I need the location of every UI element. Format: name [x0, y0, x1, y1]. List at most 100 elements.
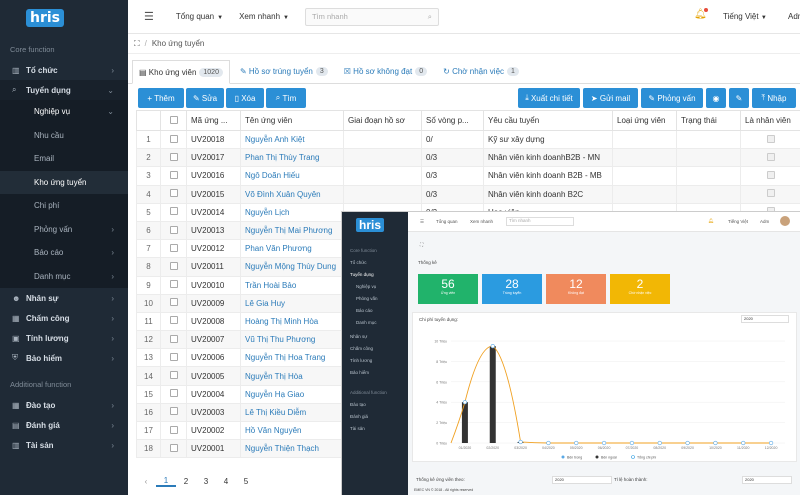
- cell-name[interactable]: Lê Gia Huy: [240, 293, 344, 313]
- cell-name[interactable]: Nguyễn Thị Mai Phương: [240, 220, 344, 241]
- sidebar-item-organization[interactable]: ▥ Tổ chức ›: [0, 60, 128, 80]
- cell-name[interactable]: Nguyễn Mộng Thùy Dung: [240, 257, 344, 277]
- sidebar-item-payroll[interactable]: ▣ Tính lương ›: [0, 328, 128, 348]
- row-select-checkbox[interactable]: [169, 316, 178, 325]
- tab-awaiting-onboard[interactable]: ↻ Chờ nhận việc 1: [437, 59, 525, 83]
- year-select: 2020: [741, 315, 789, 323]
- header-status[interactable]: Trạng thái: [676, 110, 741, 131]
- send-mail-button[interactable]: ➤ Gửi mail: [583, 88, 638, 108]
- header-code[interactable]: Mã ứng ...: [186, 110, 241, 131]
- page-1[interactable]: 1: [156, 476, 176, 487]
- cell-name[interactable]: Nguyễn Thị Hòa: [240, 366, 344, 386]
- sidebar-item-training[interactable]: ▦ Đào tạo ›: [0, 395, 128, 415]
- interview-button[interactable]: ✎ Phỏng vấn: [641, 88, 703, 108]
- submenu-item-email[interactable]: Email: [34, 154, 55, 164]
- page-2[interactable]: 2: [183, 476, 189, 486]
- cell-name[interactable]: Phan Văn Phương: [240, 239, 344, 259]
- submenu-item-interview[interactable]: Phỏng vấn ›: [0, 218, 128, 242]
- tab-passed[interactable]: ✎ Hồ sơ trúng tuyển 3: [234, 59, 334, 83]
- add-button[interactable]: + Thêm: [138, 88, 184, 108]
- logo[interactable]: hris: [0, 0, 128, 36]
- cell-name[interactable]: Nguyễn Thiện Thạch: [240, 439, 344, 459]
- row-select-checkbox[interactable]: [169, 170, 178, 179]
- row-select-checkbox[interactable]: [169, 207, 178, 216]
- submenu-item-report[interactable]: Báo cáo ›: [0, 241, 128, 265]
- cell-name[interactable]: Nguyễn Hạ Giao: [240, 384, 344, 404]
- quick-search[interactable]: Tìm nhanh ⌕: [304, 7, 439, 26]
- row-select-checkbox[interactable]: [169, 371, 178, 380]
- row-select-checkbox[interactable]: [169, 243, 178, 252]
- row-select-checkbox[interactable]: [169, 425, 178, 434]
- cell-name[interactable]: Lê Thị Kiều Diễm: [240, 402, 344, 423]
- sidebar-item-timekeeping[interactable]: ▦ Chấm công ›: [0, 308, 128, 328]
- edit-button[interactable]: ✎ Sửa: [186, 88, 224, 108]
- submenu-item-catalog[interactable]: Danh mục ›: [0, 265, 128, 289]
- cell-name[interactable]: Ngô Doãn Hiếu: [240, 166, 344, 186]
- row-select-checkbox[interactable]: [169, 280, 178, 289]
- row-select-checkbox[interactable]: [169, 334, 178, 343]
- header-rounds[interactable]: Số vòng p...: [421, 110, 484, 131]
- table-row[interactable]: 1 UV20018 Nguyễn Anh Kiệt 0/Kỹ sư xây dựng: [136, 129, 800, 150]
- cell-name[interactable]: Võ Đình Xuân Quyên: [240, 184, 344, 204]
- submenu-item-cost[interactable]: Chi phí: [34, 201, 60, 211]
- header-is-employee[interactable]: Là nhân viên: [740, 110, 800, 131]
- sidebar-item-insurance[interactable]: ⛨ Bảo hiểm ›: [0, 348, 128, 368]
- submenu-header[interactable]: Nghiệp vụ ⌄: [0, 100, 128, 124]
- page-3[interactable]: 3: [203, 476, 209, 486]
- cell-name[interactable]: Nguyễn Thị Hoa Trang: [240, 348, 344, 368]
- row-select-checkbox[interactable]: [169, 298, 178, 307]
- submenu-item-needs[interactable]: Nhu cầu: [34, 130, 64, 140]
- menu-quick-view[interactable]: Xem nhanh ▼: [239, 12, 289, 21]
- language-selector[interactable]: Tiếng Việt ▼: [723, 12, 767, 21]
- bell-icon[interactable]: 🔔︎: [694, 9, 707, 20]
- header-requirement[interactable]: Yêu cầu tuyển: [483, 110, 613, 131]
- import-button[interactable]: ⤒ Nhập: [752, 88, 796, 108]
- table-row[interactable]: 2 UV20017 Phan Thị Thùy Trang 0/3 Nhân viên …: [136, 148, 800, 168]
- row-select-checkbox[interactable]: [169, 134, 178, 143]
- header-type[interactable]: Loại ứng viên: [612, 110, 677, 131]
- cell-name[interactable]: Hoàng Thị Minh Hòa: [240, 311, 344, 332]
- view-button[interactable]: ◉: [706, 88, 726, 108]
- row-select-checkbox[interactable]: [169, 261, 178, 270]
- sidebar-item-recruitment[interactable]: ⌕ Tuyển dụng ⌄: [0, 80, 128, 100]
- table-row[interactable]: 4 UV20015 Võ Đình Xuân Quyên 0/3 Nhân viên k…: [136, 184, 800, 204]
- delete-button[interactable]: ▯ Xóa: [226, 88, 264, 108]
- table-row[interactable]: 3 UV20016 Ngô Doãn Hiếu 0/3 Nhân viên kinh d…: [136, 166, 800, 186]
- menu-toggle-icon[interactable]: ☰: [144, 11, 154, 23]
- row-select-checkbox[interactable]: [169, 352, 178, 361]
- user-menu[interactable]: Adm: [788, 12, 800, 21]
- sidebar-item-label: Đào tạo: [26, 400, 56, 410]
- page-4[interactable]: 4: [223, 476, 229, 486]
- cell-name[interactable]: Phan Thị Thùy Trang: [240, 148, 344, 168]
- row-select-checkbox[interactable]: [169, 189, 178, 198]
- row-select-checkbox[interactable]: [169, 389, 178, 398]
- note-button[interactable]: ✎: [729, 88, 749, 108]
- sidebar-item-evaluation[interactable]: ▤ Đánh giá ›: [0, 415, 128, 435]
- row-select-checkbox[interactable]: [169, 443, 178, 452]
- tab-candidate-pool[interactable]: ▤ Kho ứng viên 1020: [132, 60, 230, 84]
- header-select-all[interactable]: [160, 110, 187, 131]
- row-select-checkbox[interactable]: [169, 152, 178, 161]
- page-5[interactable]: 5: [243, 476, 249, 486]
- cell-name[interactable]: Nguyễn Lịch: [240, 202, 344, 222]
- search-button[interactable]: ⌕ Tìm: [266, 88, 306, 108]
- cell-name[interactable]: Vũ Thị Thu Phương: [240, 330, 344, 350]
- row-select-checkbox[interactable]: [169, 407, 178, 416]
- header-stage[interactable]: Giai đoạn hồ sơ: [343, 110, 422, 131]
- menu-overview[interactable]: Tổng quan ▼: [176, 12, 223, 21]
- header-name[interactable]: Tên ứng viên: [240, 110, 344, 131]
- cell-name[interactable]: Nguyễn Anh Kiệt: [240, 129, 344, 150]
- tab-failed[interactable]: ☒ Hồ sơ không đạt 0: [338, 59, 433, 83]
- sidebar-item-assets[interactable]: ▥ Tài sản ›: [0, 435, 128, 455]
- row-checkbox: [160, 220, 187, 241]
- select-all-checkbox[interactable]: [169, 115, 178, 124]
- cell-name[interactable]: Hồ Văn Nguyên: [240, 420, 344, 441]
- search-icon[interactable]: ⌕: [427, 11, 432, 21]
- export-detail-button[interactable]: ⤓ Xuất chi tiết: [518, 88, 580, 108]
- sitemap-icon[interactable]: ⛶: [134, 38, 140, 48]
- prev-page-button[interactable]: ‹: [144, 476, 148, 486]
- sidebar-item-personnel[interactable]: ☻ Nhân sự ›: [0, 288, 128, 308]
- submenu-item-candidate-pool[interactable]: Kho ứng tuyển: [0, 170, 128, 194]
- cell-name[interactable]: Trần Hoài Bảo: [240, 275, 344, 295]
- row-select-checkbox[interactable]: [169, 225, 178, 234]
